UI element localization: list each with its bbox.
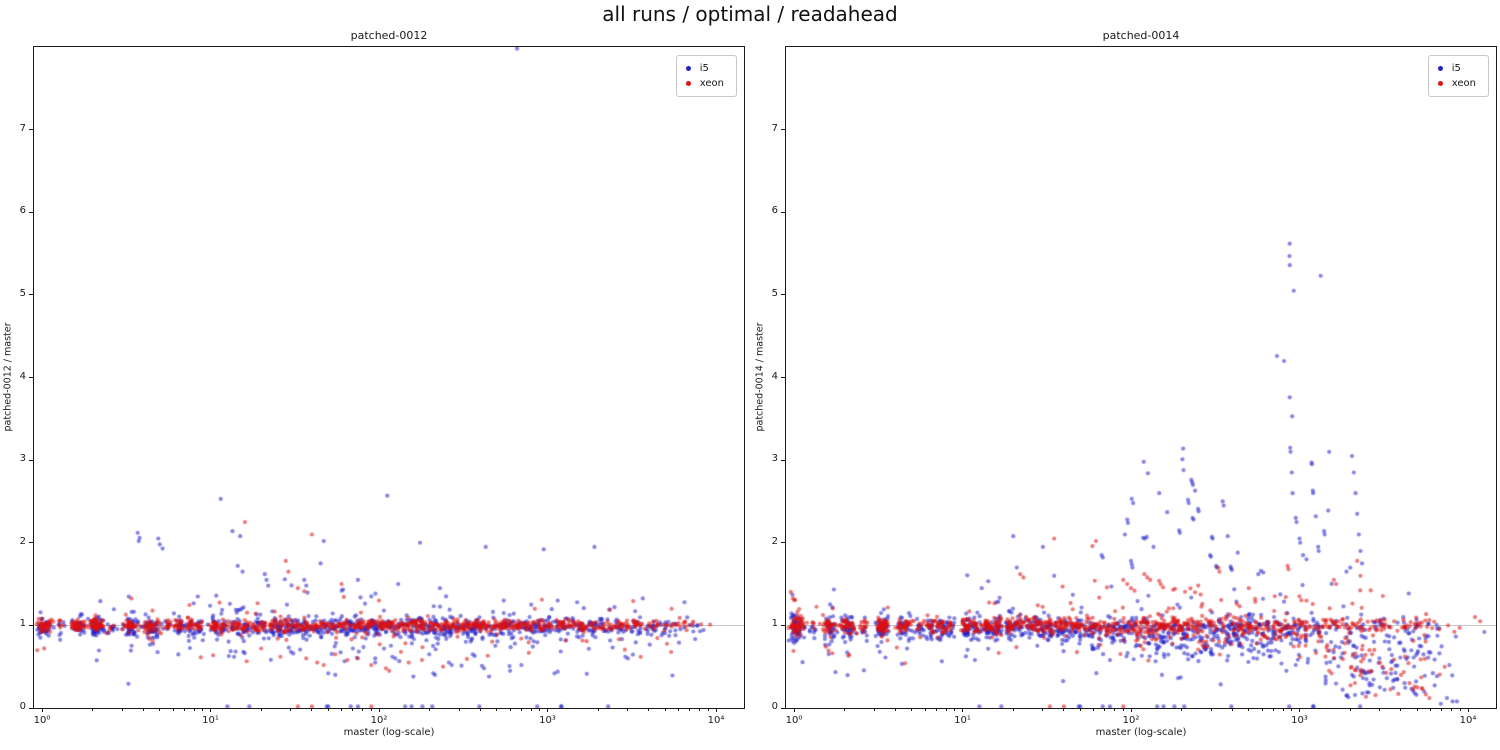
x-tick-label: 10²	[1122, 715, 1140, 726]
y-tick-label: 7	[19, 122, 26, 134]
x-tick-label: 10²	[370, 715, 388, 726]
legend-item-i5: i5	[685, 61, 724, 76]
x-tick-label: 10⁴	[1459, 715, 1477, 726]
plot-area: i5 xeon	[33, 46, 745, 709]
y-tick-label: 3	[19, 453, 26, 465]
xeon-marker-icon	[1437, 81, 1443, 86]
plot-area: i5 xeon	[785, 46, 1497, 709]
x-tick-label: 10⁰	[33, 715, 51, 726]
legend-item-i5: i5	[1437, 61, 1476, 76]
x-tick-label: 10⁴	[707, 715, 725, 726]
y-tick-label: 6	[19, 205, 26, 217]
subplot-title: patched-0014	[1102, 29, 1180, 42]
xeon-marker-icon	[685, 81, 691, 86]
scatter-canvas	[34, 47, 744, 708]
y-tick-label: 1	[19, 618, 26, 630]
legend: i5 xeon	[675, 55, 737, 97]
y-axis-label: patched-0012 / master	[2, 322, 14, 432]
legend-label-xeon: xeon	[699, 78, 724, 89]
y-tick-label: 5	[19, 287, 26, 299]
y-tick-label: 0	[19, 701, 26, 712]
legend-label-i5: i5	[1451, 63, 1461, 74]
x-tick-label: 10¹	[202, 715, 219, 726]
i5-marker-icon	[685, 66, 691, 71]
subplot-patched-0014: patched-0014 i5 xeon patched-0014 / mast…	[755, 0, 1500, 750]
legend: i5 xeon	[1427, 55, 1489, 97]
x-tick-label: 10³	[1291, 715, 1308, 726]
legend-item-xeon: xeon	[685, 76, 724, 91]
legend-label-i5: i5	[699, 63, 709, 74]
x-axis-label: master (log-scale)	[1095, 727, 1187, 738]
x-axis-label: master (log-scale)	[343, 727, 435, 738]
legend-item-xeon: xeon	[1437, 76, 1476, 91]
legend-label-xeon: xeon	[1451, 78, 1476, 89]
y-tick-label: 2	[19, 535, 26, 547]
subplot-title: patched-0012	[350, 29, 428, 42]
y-axis-label: patched-0014 / master	[754, 322, 766, 432]
x-tick-label: 10¹	[954, 715, 971, 726]
i5-marker-icon	[1437, 66, 1443, 71]
subplot-patched-0012: patched-0012 i5 xeon patched-0012 / mast…	[3, 0, 793, 750]
x-tick-label: 10³	[539, 715, 556, 726]
scatter-canvas	[786, 47, 1496, 708]
figure-title: all runs / optimal / readahead	[602, 2, 898, 26]
